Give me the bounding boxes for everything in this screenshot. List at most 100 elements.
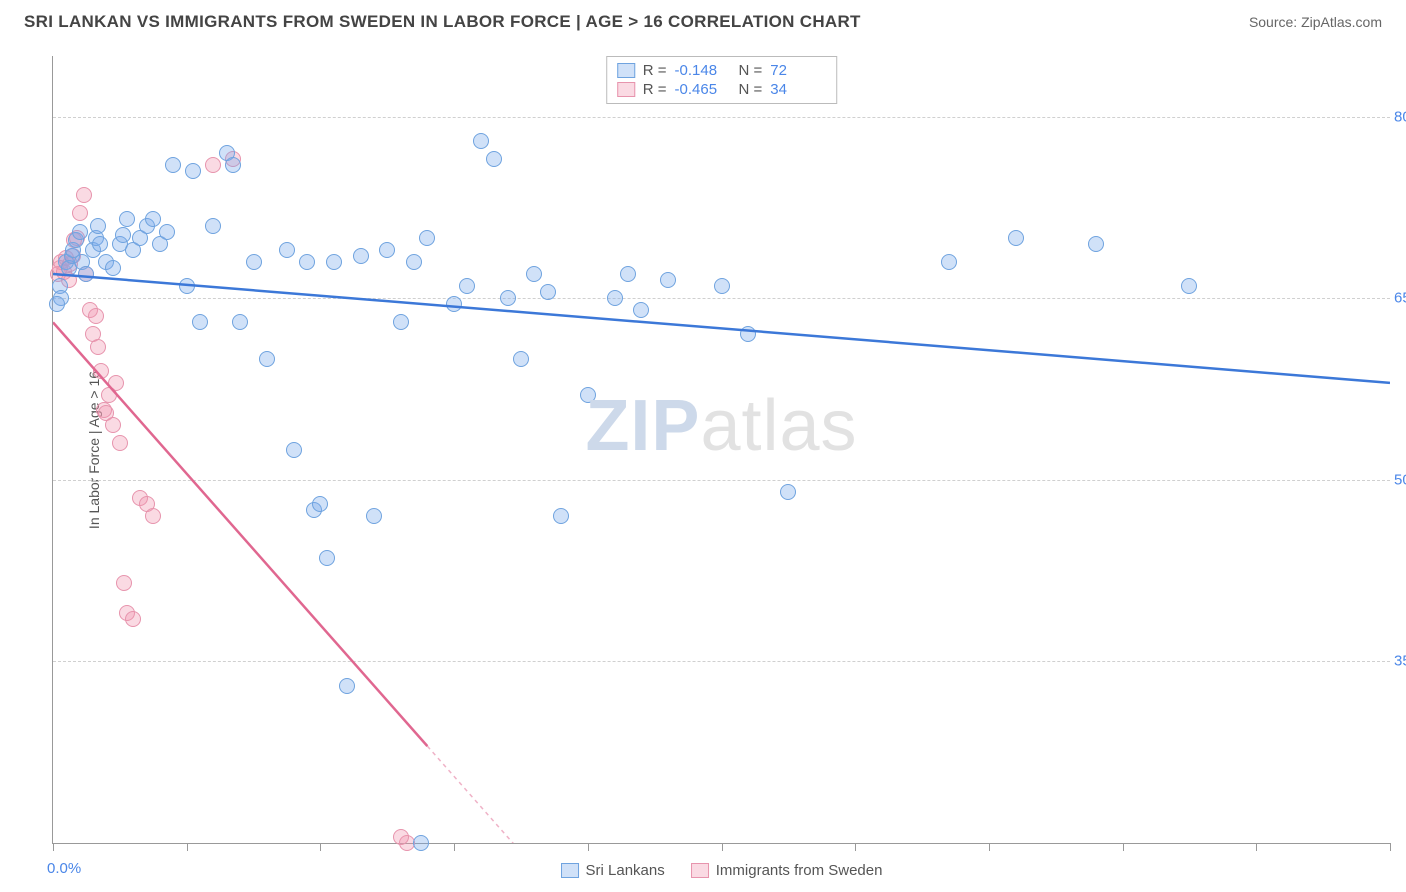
- data-point-sri_lankans: [115, 227, 131, 243]
- gridline-h: [53, 117, 1390, 118]
- gridline-h: [53, 480, 1390, 481]
- x-tick: [454, 843, 455, 851]
- data-point-sri_lankans: [353, 248, 369, 264]
- r-label: R =: [643, 81, 667, 98]
- trend-lines: [53, 56, 1390, 843]
- data-point-sri_lankans: [660, 272, 676, 288]
- data-point-sri_lankans: [246, 254, 262, 270]
- data-point-sri_lankans: [714, 278, 730, 294]
- watermark-rest: atlas: [700, 386, 857, 466]
- y-axis-title: In Labor Force | Age > 16: [86, 370, 102, 528]
- data-point-sri_lankans: [580, 387, 596, 403]
- legend-swatch-sri-lankans: [561, 863, 579, 878]
- source-label: Source: ZipAtlas.com: [1249, 14, 1382, 30]
- stats-row-sweden: R = -0.465 N = 34: [617, 80, 827, 99]
- gridline-h: [53, 298, 1390, 299]
- data-point-sri_lankans: [165, 157, 181, 173]
- data-point-sri_lankans: [205, 218, 221, 234]
- n-label: N =: [739, 81, 763, 98]
- y-tick-label: 65.0%: [1394, 290, 1406, 307]
- data-point-sri_lankans: [159, 224, 175, 240]
- x-tick: [187, 843, 188, 851]
- data-point-sri_lankans: [540, 284, 556, 300]
- data-point-immigrants_sweden: [88, 308, 104, 324]
- x-tick: [1123, 843, 1124, 851]
- legend-item-sweden: Immigrants from Sweden: [691, 862, 883, 879]
- data-point-sri_lankans: [607, 290, 623, 306]
- data-point-sri_lankans: [406, 254, 422, 270]
- data-point-sri_lankans: [393, 314, 409, 330]
- data-point-sri_lankans: [473, 133, 489, 149]
- n-label: N =: [739, 62, 763, 79]
- data-point-sri_lankans: [179, 278, 195, 294]
- data-point-sri_lankans: [486, 151, 502, 167]
- legend-item-sri-lankans: Sri Lankans: [561, 862, 665, 879]
- data-point-immigrants_sweden: [72, 205, 88, 221]
- data-point-sri_lankans: [413, 835, 429, 851]
- watermark: ZIPatlas: [585, 385, 857, 467]
- stats-row-sri-lankans: R = -0.148 N = 72: [617, 61, 827, 80]
- x-tick: [1390, 843, 1391, 851]
- data-point-sri_lankans: [1088, 236, 1104, 252]
- r-label: R =: [643, 62, 667, 79]
- x-tick: [53, 843, 54, 851]
- data-point-sri_lankans: [192, 314, 208, 330]
- data-point-sri_lankans: [500, 290, 516, 306]
- data-point-sri_lankans: [49, 296, 65, 312]
- data-point-sri_lankans: [90, 218, 106, 234]
- data-point-immigrants_sweden: [116, 575, 132, 591]
- data-point-sri_lankans: [459, 278, 475, 294]
- data-point-sri_lankans: [259, 351, 275, 367]
- data-point-sri_lankans: [941, 254, 957, 270]
- data-point-immigrants_sweden: [112, 435, 128, 451]
- legend-label-sweden: Immigrants from Sweden: [716, 862, 883, 879]
- data-point-sri_lankans: [379, 242, 395, 258]
- legend-swatch-sweden: [691, 863, 709, 878]
- data-point-immigrants_sweden: [393, 829, 409, 845]
- swatch-sri-lankans: [617, 63, 635, 78]
- data-point-sri_lankans: [105, 260, 121, 276]
- data-point-sri_lankans: [119, 211, 135, 227]
- data-point-immigrants_sweden: [108, 375, 124, 391]
- data-point-immigrants_sweden: [93, 363, 109, 379]
- y-tick-label: 35.0%: [1394, 653, 1406, 670]
- x-tick: [588, 843, 589, 851]
- data-point-sri_lankans: [1008, 230, 1024, 246]
- data-point-sri_lankans: [185, 163, 201, 179]
- data-point-sri_lankans: [312, 496, 328, 512]
- chart-area: In Labor Force | Age > 16 R = -0.148 N =…: [52, 56, 1390, 844]
- y-tick-label: 50.0%: [1394, 471, 1406, 488]
- data-point-sri_lankans: [740, 326, 756, 342]
- x-tick: [989, 843, 990, 851]
- data-point-sri_lankans: [232, 314, 248, 330]
- data-point-immigrants_sweden: [205, 157, 221, 173]
- data-point-sri_lankans: [319, 550, 335, 566]
- r-value-sri-lankans: -0.148: [675, 62, 731, 79]
- data-point-sri_lankans: [72, 224, 88, 240]
- data-point-sri_lankans: [286, 442, 302, 458]
- data-point-sri_lankans: [92, 236, 108, 252]
- x-tick: [320, 843, 321, 851]
- data-point-sri_lankans: [326, 254, 342, 270]
- x-tick: [855, 843, 856, 851]
- data-point-sri_lankans: [780, 484, 796, 500]
- n-value-sri-lankans: 72: [770, 62, 826, 79]
- data-point-sri_lankans: [366, 508, 382, 524]
- y-tick-label: 80.0%: [1394, 108, 1406, 125]
- data-point-sri_lankans: [299, 254, 315, 270]
- data-point-immigrants_sweden: [76, 187, 92, 203]
- legend-label-sri-lankans: Sri Lankans: [586, 862, 665, 879]
- data-point-sri_lankans: [446, 296, 462, 312]
- stats-legend: R = -0.148 N = 72 R = -0.465 N = 34: [606, 56, 838, 104]
- data-point-sri_lankans: [339, 678, 355, 694]
- data-point-sri_lankans: [513, 351, 529, 367]
- x-tick: [1256, 843, 1257, 851]
- chart-title: SRI LANKAN VS IMMIGRANTS FROM SWEDEN IN …: [24, 12, 861, 32]
- data-point-immigrants_sweden: [145, 508, 161, 524]
- data-point-sri_lankans: [225, 157, 241, 173]
- data-point-sri_lankans: [279, 242, 295, 258]
- x-tick: [722, 843, 723, 851]
- data-point-sri_lankans: [526, 266, 542, 282]
- data-point-immigrants_sweden: [125, 611, 141, 627]
- data-point-sri_lankans: [1181, 278, 1197, 294]
